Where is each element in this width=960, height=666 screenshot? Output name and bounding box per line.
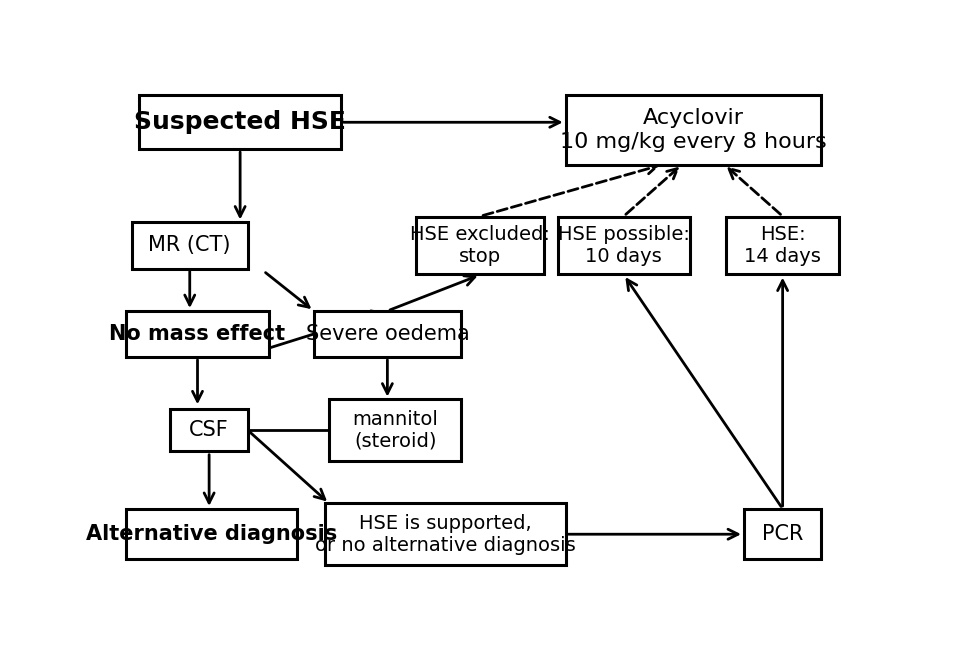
FancyBboxPatch shape — [314, 311, 461, 357]
FancyBboxPatch shape — [126, 311, 269, 357]
FancyBboxPatch shape — [170, 409, 248, 452]
FancyBboxPatch shape — [132, 222, 248, 268]
FancyBboxPatch shape — [744, 509, 822, 559]
FancyBboxPatch shape — [565, 95, 822, 165]
Text: HSE is supported,
or no alternative diagnosis: HSE is supported, or no alternative diag… — [315, 513, 576, 555]
FancyBboxPatch shape — [325, 503, 565, 565]
Text: Suspected HSE: Suspected HSE — [134, 111, 346, 135]
Text: Acyclovir
10 mg/kg every 8 hours: Acyclovir 10 mg/kg every 8 hours — [560, 109, 827, 152]
Text: MR (CT): MR (CT) — [149, 236, 231, 256]
Text: PCR: PCR — [762, 524, 804, 544]
FancyBboxPatch shape — [329, 400, 461, 461]
FancyBboxPatch shape — [558, 216, 689, 274]
Text: Alternative diagnosis: Alternative diagnosis — [85, 524, 337, 544]
Text: HSE:
14 days: HSE: 14 days — [744, 225, 821, 266]
Text: mannitol
(steroid): mannitol (steroid) — [352, 410, 438, 451]
Text: Severe oedema: Severe oedema — [305, 324, 469, 344]
FancyBboxPatch shape — [417, 216, 544, 274]
Text: CSF: CSF — [189, 420, 229, 440]
FancyBboxPatch shape — [139, 95, 341, 149]
Text: HSE excluded:
stop: HSE excluded: stop — [411, 225, 550, 266]
Text: HSE possible:
10 days: HSE possible: 10 days — [558, 225, 689, 266]
FancyBboxPatch shape — [727, 216, 839, 274]
FancyBboxPatch shape — [126, 509, 297, 559]
Text: No mass effect: No mass effect — [109, 324, 285, 344]
